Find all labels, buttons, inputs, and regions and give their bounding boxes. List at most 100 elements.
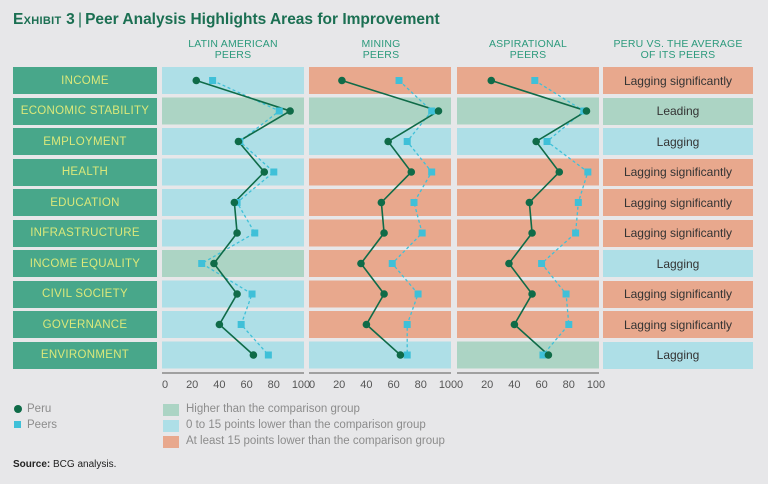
summary-status-cell: Lagging significantly: [603, 311, 753, 338]
row-label: GOVERNANCE: [13, 311, 157, 338]
peers-point: [531, 77, 539, 84]
summary-status-cell: Lagging significantly: [603, 219, 753, 247]
x-tick-label: 100: [587, 379, 605, 391]
status-band: [162, 250, 304, 277]
x-tick-label: 0: [162, 379, 168, 391]
peers-point: [414, 290, 422, 298]
row-label: ECONOMIC STABILITY: [13, 97, 157, 125]
peers-point: [198, 260, 206, 267]
panel-2: 0 20 40 60 80 100: [457, 67, 605, 391]
peers-point: [562, 290, 570, 298]
panel-0: 0 20 40 60 80 100: [162, 67, 310, 391]
peru-point: [260, 168, 269, 176]
peru-point: [234, 137, 243, 146]
peers-series-line: [391, 80, 433, 355]
peru-point: [338, 76, 346, 85]
peru-point: [230, 198, 239, 207]
peers-point: [584, 168, 592, 176]
peru-point: [505, 259, 513, 268]
panel-header-line1: MINING: [361, 38, 401, 50]
status-band: [162, 219, 304, 247]
x-tick-label: 60: [387, 379, 399, 391]
exhibit-number: Exhibit 3: [13, 11, 76, 28]
legend-peers-label: Peers: [27, 419, 58, 431]
row-label: INCOME: [13, 67, 157, 94]
series-legend-markers: [14, 405, 22, 428]
peers-point: [275, 107, 283, 115]
peru-point: [286, 107, 294, 115]
peru-point: [384, 137, 392, 146]
peru-series-line: [491, 79, 589, 356]
status-band: [309, 128, 451, 155]
row-label: ENVIRONMENT: [13, 341, 157, 369]
status-band: [309, 341, 451, 369]
peru-point: [544, 351, 553, 359]
peers-point: [270, 168, 278, 176]
row-label: CIVIL SOCIETY: [13, 280, 157, 308]
x-tick-label: 20: [333, 379, 345, 391]
legend-band-lower-15-plus: At least 15 points lower than the compar…: [186, 435, 445, 447]
peers-point: [428, 168, 436, 176]
peers-point: [543, 138, 551, 145]
peru-series-line: [341, 79, 441, 356]
x-tick-label: 100: [292, 379, 310, 391]
peru-point: [233, 290, 241, 298]
x-tick-label: 60: [240, 379, 252, 391]
x-tick-label: 40: [213, 379, 225, 391]
status-band: [309, 219, 451, 247]
peers-point: [388, 260, 396, 267]
summary-header-line1: PERU VS. THE AVERAGE: [613, 38, 743, 50]
peru-legend-marker-icon: [14, 405, 22, 413]
peers-point: [538, 260, 546, 267]
peers-point: [428, 107, 436, 115]
x-tick-label: 0: [457, 379, 463, 391]
summary-status-cell: Lagging significantly: [603, 280, 753, 308]
x-tick-label: 80: [415, 379, 427, 391]
peers-point: [264, 351, 272, 359]
panel-header-latin-american: LATIN AMERICAN PEERS: [160, 39, 306, 61]
x-tick-label: 0: [309, 379, 315, 391]
summary-status-cell: Lagging: [603, 128, 753, 155]
x-tick-label: 60: [535, 379, 547, 391]
x-tick-label: 80: [563, 379, 575, 391]
peru-point: [210, 259, 218, 268]
peers-point: [565, 321, 573, 328]
legend-swatch-lower-0-15: [163, 420, 179, 432]
peers-point: [418, 229, 426, 237]
peru-point: [555, 168, 564, 176]
row-label: HEALTH: [13, 158, 157, 186]
x-tick-label: 20: [481, 379, 493, 391]
peers-point: [248, 290, 256, 298]
peru-point: [407, 168, 416, 176]
peru-point: [362, 320, 371, 329]
legend-band-lower-0-15: 0 to 15 points lower than the comparison…: [186, 419, 426, 431]
status-band: [309, 67, 451, 94]
status-band: [162, 341, 304, 369]
peers-legend-marker-icon: [14, 421, 21, 428]
peers-point: [209, 77, 217, 84]
status-band: [457, 341, 599, 369]
peers-point: [403, 351, 411, 359]
status-band: [309, 158, 451, 186]
summary-status-cell: Lagging significantly: [603, 158, 753, 186]
status-band: [162, 280, 304, 308]
status-band: [457, 311, 599, 338]
peru-point: [233, 229, 241, 237]
status-band: [457, 280, 599, 308]
peru-point: [510, 320, 519, 329]
legend-swatch-lower-15-plus: [163, 436, 179, 448]
peru-point: [380, 290, 388, 298]
summary-status-cell: Leading: [603, 97, 753, 125]
exhibit-title: Exhibit 3 | Peer Analysis Highlights Areas…: [13, 11, 440, 29]
source-label: Source:: [13, 459, 51, 470]
row-label: EMPLOYMENT: [13, 128, 157, 155]
summary-status-cell: Lagging: [603, 250, 753, 277]
peru-series-line: [196, 79, 293, 356]
peers-point: [237, 321, 245, 328]
status-band: [457, 97, 599, 125]
summary-status-cell: Lagging: [603, 341, 753, 369]
source-text: BCG analysis.: [53, 459, 117, 470]
peers-point: [403, 138, 411, 145]
peers-series-line: [534, 79, 589, 356]
peers-point: [403, 321, 411, 328]
